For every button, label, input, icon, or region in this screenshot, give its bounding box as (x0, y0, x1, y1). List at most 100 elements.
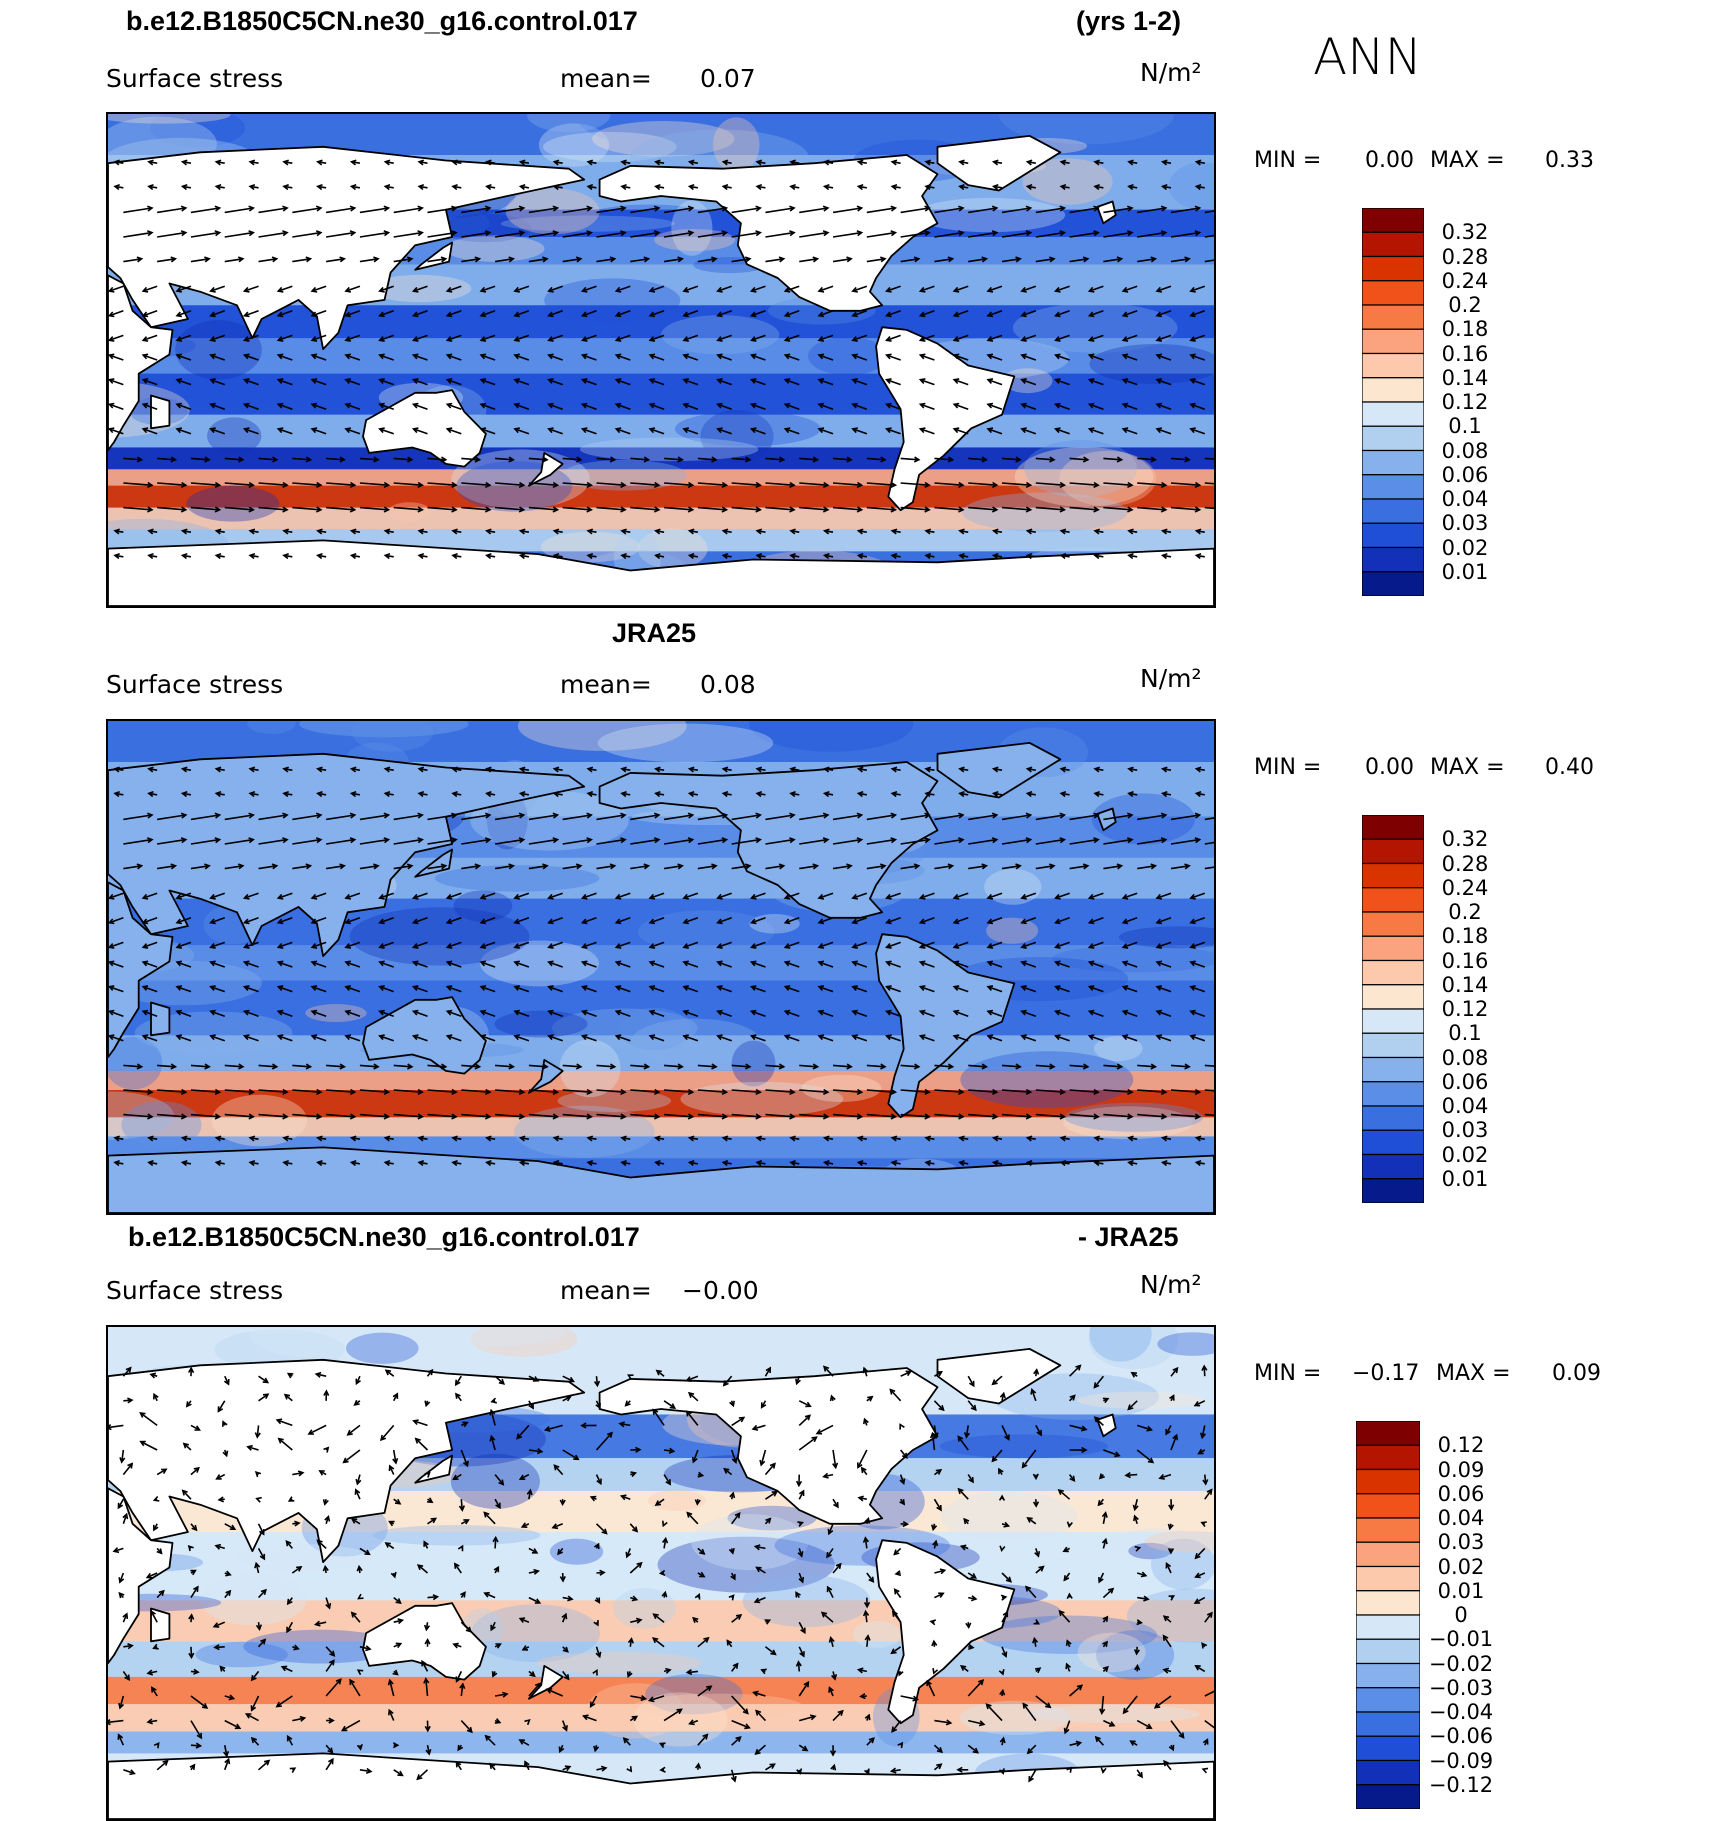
colorbar-swatch (1362, 961, 1424, 985)
colorbar-tick-label: −0.02 (1416, 1652, 1506, 1676)
colorbar-swatch (1362, 305, 1424, 329)
colorbar-swatch (1356, 1688, 1420, 1712)
colorbar-tick-label: 0.01 (1420, 1167, 1510, 1191)
colorbar-tick-label: 0.06 (1420, 463, 1510, 487)
panel3-max-label: MAX = (1436, 1361, 1511, 1386)
colorbar-tick-label: 0.1 (1420, 1021, 1510, 1045)
colorbar-swatch (1362, 402, 1424, 426)
colorbar-swatch (1362, 839, 1424, 863)
colorbar-tick-label: 0.03 (1420, 511, 1510, 535)
panel2-max-value: 0.40 (1545, 755, 1594, 780)
panel2-variable: Surface stress (106, 670, 283, 699)
colorbar-tick-label: 0.06 (1416, 1482, 1506, 1506)
colorbar-swatch (1362, 548, 1424, 572)
colorbar-swatch (1362, 378, 1424, 402)
colorbar-tick-label: 0.16 (1420, 949, 1510, 973)
colorbar-swatch (1356, 1445, 1420, 1469)
panel1-min-value: 0.00 (1365, 148, 1414, 173)
panel2-mean-value: 0.08 (700, 670, 756, 699)
colorbar-tick-label: 0.12 (1420, 390, 1510, 414)
colorbar-swatch (1356, 1615, 1420, 1639)
colorbar-swatch (1362, 499, 1424, 523)
panel3-min-value: −0.17 (1352, 1361, 1419, 1386)
colorbar-tick-label: 0.03 (1416, 1530, 1506, 1554)
colorbar-tick-label: 0.03 (1420, 1118, 1510, 1142)
colorbar-tick-label: 0.18 (1420, 924, 1510, 948)
colorbar-swatch (1356, 1639, 1420, 1663)
panel3-mean-value: −0.00 (682, 1276, 759, 1305)
colorbar-swatch (1362, 815, 1424, 839)
colorbar-tick-label: 0.08 (1420, 1046, 1510, 1070)
colorbar-tick-label: 0.2 (1420, 293, 1510, 317)
panel2-units: N/m² (1140, 664, 1202, 693)
panel3-title-right: - JRA25 (1078, 1222, 1179, 1253)
colorbar-tick-label: 0.08 (1420, 439, 1510, 463)
colorbar-tick-label: 0.32 (1420, 827, 1510, 851)
colorbar-tick-label: 0.01 (1420, 560, 1510, 584)
colorbar-swatch (1362, 1033, 1424, 1057)
season-label: ANN (1313, 28, 1422, 86)
colorbar-swatch (1356, 1518, 1420, 1542)
colorbar-tick-label: 0.04 (1420, 1094, 1510, 1118)
case-title: b.e12.B1850C5CN.ne30_g16.control.017 (126, 6, 638, 37)
colorbar-tick-label: 0.18 (1420, 317, 1510, 341)
colorbar-swatch (1362, 329, 1424, 353)
colorbar-swatch (1362, 1179, 1424, 1203)
colorbar-swatch (1362, 912, 1424, 936)
colorbar-swatch (1362, 426, 1424, 450)
colorbar-swatch (1356, 1567, 1420, 1591)
colorbar-swatch (1356, 1421, 1420, 1445)
panel3-min-label: MIN = (1254, 1361, 1321, 1386)
colorbar-tick-label: 0.01 (1416, 1579, 1506, 1603)
colorbar-tick-label: 0.2 (1420, 900, 1510, 924)
colorbar-tick-label: 0.09 (1416, 1458, 1506, 1482)
colorbar-swatch (1362, 1130, 1424, 1154)
colorbar-tick-label: 0.28 (1420, 245, 1510, 269)
colorbar-swatch (1356, 1736, 1420, 1760)
colorbar-swatch (1362, 1009, 1424, 1033)
panel1-mean-value: 0.07 (700, 64, 756, 93)
colorbar-swatch (1362, 354, 1424, 378)
colorbar-swatch (1362, 572, 1424, 596)
panel3-title-left: b.e12.B1850C5CN.ne30_g16.control.017 (128, 1222, 640, 1253)
colorbar-tick-label: 0.1 (1420, 414, 1510, 438)
panel3-map (106, 1325, 1216, 1821)
colorbar-swatch (1362, 985, 1424, 1009)
colorbar-swatch (1356, 1785, 1420, 1809)
panel1-units: N/m² (1140, 58, 1202, 87)
panel1-colorbar (1362, 208, 1424, 596)
panel1-min-label: MIN = (1254, 148, 1321, 173)
colorbar-tick-label: 0.02 (1420, 536, 1510, 560)
panel1-map (106, 112, 1216, 608)
colorbar-tick-label: 0.16 (1420, 342, 1510, 366)
colorbar-swatch (1362, 208, 1424, 232)
panel1-mean-label: mean= (560, 64, 652, 93)
colorbar-tick-label: 0.24 (1420, 876, 1510, 900)
colorbar-swatch (1356, 1761, 1420, 1785)
colorbar-tick-label: −0.06 (1416, 1724, 1506, 1748)
colorbar-tick-label: −0.01 (1416, 1627, 1506, 1651)
colorbar-swatch (1362, 864, 1424, 888)
panel2-min-value: 0.00 (1365, 755, 1414, 780)
colorbar-tick-label: 0.12 (1416, 1433, 1506, 1457)
panel2-min-label: MIN = (1254, 755, 1321, 780)
colorbar-swatch (1362, 1082, 1424, 1106)
panel2-colorbar (1362, 815, 1424, 1203)
colorbar-tick-label: −0.09 (1416, 1749, 1506, 1773)
colorbar-swatch (1356, 1664, 1420, 1688)
colorbar-swatch (1362, 1058, 1424, 1082)
colorbar-tick-label: 0.14 (1420, 973, 1510, 997)
colorbar-swatch (1362, 888, 1424, 912)
colorbar-tick-label: −0.12 (1416, 1773, 1506, 1797)
colorbar-swatch (1356, 1494, 1420, 1518)
colorbar-swatch (1362, 936, 1424, 960)
colorbar-tick-label: 0.24 (1420, 269, 1510, 293)
colorbar-swatch (1362, 523, 1424, 547)
panel2-map (106, 719, 1216, 1215)
colorbar-tick-label: −0.04 (1416, 1700, 1506, 1724)
colorbar-tick-label: 0 (1416, 1603, 1506, 1627)
panel3-mean-label: mean= (560, 1276, 652, 1305)
panel3-units: N/m² (1140, 1270, 1202, 1299)
panel3-variable: Surface stress (106, 1276, 283, 1305)
panel2-title: JRA25 (612, 618, 696, 649)
